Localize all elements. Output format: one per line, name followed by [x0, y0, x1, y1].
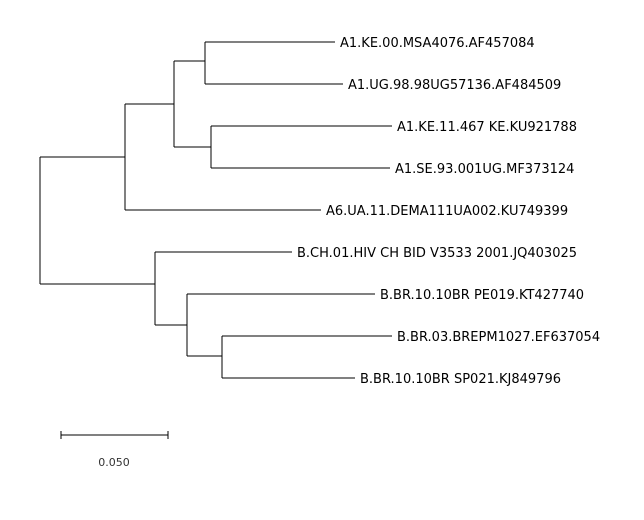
- scale-bar: 0.050: [60, 431, 169, 469]
- taxon-label-6: B.CH.01.HIV CH BID V3533 2001.JQ403025: [297, 246, 577, 261]
- taxon-label-4: A1.SE.93.001UG.MF373124: [395, 162, 574, 177]
- scale-bar-label: 0.050: [98, 456, 130, 469]
- taxon-labels: A1.KE.00.MSA4076.AF457084 A1.UG.98.98UG5…: [297, 36, 600, 387]
- tree-branches: [39, 41, 392, 379]
- taxon-label-8: B.BR.03.BREPM1027.EF637054: [397, 330, 600, 345]
- taxon-label-9: B.BR.10.10BR SP021.KJ849796: [360, 372, 561, 387]
- taxon-label-2: A1.UG.98.98UG57136.AF484509: [348, 78, 561, 93]
- taxon-label-3: A1.KE.11.467 KE.KU921788: [397, 120, 577, 135]
- taxon-label-1: A1.KE.00.MSA4076.AF457084: [340, 36, 535, 51]
- taxon-label-5: A6.UA.11.DEMA111UA002.KU749399: [326, 204, 568, 219]
- taxon-label-7: B.BR.10.10BR PE019.KT427740: [380, 288, 584, 303]
